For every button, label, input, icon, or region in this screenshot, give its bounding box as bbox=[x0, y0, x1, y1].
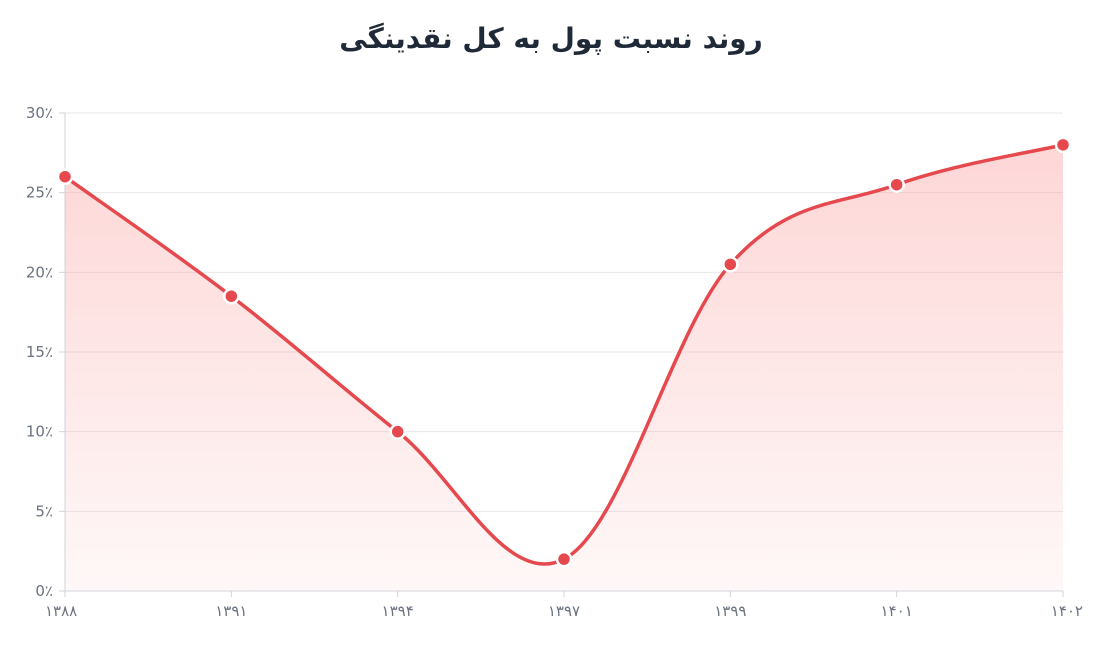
data-point[interactable] bbox=[223, 287, 240, 305]
y-tick-label: 0٪ bbox=[35, 582, 53, 600]
data-point[interactable] bbox=[555, 550, 573, 568]
y-tick-label: 5٪ bbox=[35, 502, 53, 520]
y-tick-label: 15٪ bbox=[26, 343, 53, 361]
y-tick-label: 25٪ bbox=[26, 184, 53, 202]
data-points bbox=[56, 136, 1072, 568]
x-tick-label: ۱۴۰۲ bbox=[1051, 602, 1083, 620]
chart-title: روند نسبت پول به کل نقدینگی bbox=[339, 22, 763, 55]
data-point[interactable] bbox=[722, 256, 739, 273]
data-point[interactable] bbox=[389, 423, 406, 440]
y-tick-label: 20٪ bbox=[26, 263, 53, 281]
area-fill-layer bbox=[65, 144, 1063, 591]
x-tick-label: ۱۳۸۸ bbox=[45, 602, 77, 620]
x-tick-label: ۱۴۰۱ bbox=[881, 602, 913, 620]
x-tick-label: ۱۳۹۹ bbox=[714, 602, 746, 620]
y-tick-label: 10٪ bbox=[26, 423, 53, 441]
data-point[interactable] bbox=[888, 176, 905, 193]
y-tick-label: 30٪ bbox=[26, 104, 53, 122]
y-axis-ticks: 0٪ 5٪ 10٪ 15٪ 20٪ 25٪ 30٪ bbox=[26, 104, 53, 600]
area-fill bbox=[65, 144, 1063, 591]
x-tick-label: ۱۳۹۱ bbox=[215, 602, 247, 620]
data-point[interactable] bbox=[56, 168, 74, 185]
x-axis-ticks: ۱۳۸۸ ۱۳۹۱ ۱۳۹۴ ۱۳۹۷ ۱۳۹۹ ۱۴۰۱ ۱۴۰۲ bbox=[45, 591, 1083, 620]
data-point[interactable] bbox=[1054, 136, 1072, 154]
x-tick-label: ۱۳۹۴ bbox=[382, 602, 414, 620]
x-tick-label: ۱۳۹۷ bbox=[548, 602, 580, 620]
